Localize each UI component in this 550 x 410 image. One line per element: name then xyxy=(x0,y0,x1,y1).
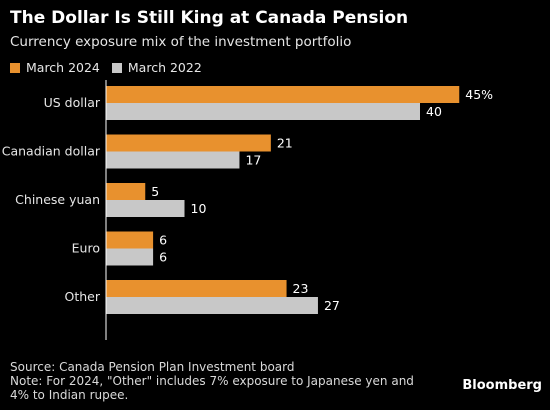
category-label-us-dollar: US dollar xyxy=(44,95,101,110)
footnote: Note: For 2024, "Other" includes 7% expo… xyxy=(10,374,414,402)
legend-swatch-march-2024 xyxy=(10,62,20,73)
value-label-march-2024-other: 23 xyxy=(293,281,309,296)
chart-title: The Dollar Is Still King at Canada Pensi… xyxy=(10,8,409,28)
value-label-march-2022-chinese-yuan: 10 xyxy=(191,201,207,216)
bar-march-2024-us-dollar xyxy=(106,86,460,103)
chart-subtitle: Currency exposure mix of the investment … xyxy=(10,34,352,50)
bar-march-2022-canadian-dollar xyxy=(106,151,240,169)
bar-march-2022-chinese-yuan xyxy=(106,200,185,217)
legend-label-march-2024: March 2024 xyxy=(26,60,100,75)
bar-march-2024-euro xyxy=(106,231,154,249)
bar-march-2022-us-dollar xyxy=(106,103,420,120)
source-note: Source: Canada Pension Plan Investment b… xyxy=(10,360,295,374)
value-label-march-2022-euro: 6 xyxy=(159,250,167,265)
bar-march-2024-chinese-yuan xyxy=(106,183,146,200)
category-label-canadian-dollar: Canadian dollar xyxy=(2,144,101,159)
value-label-march-2024-us-dollar: 45% xyxy=(465,87,493,102)
bar-march-2024-canadian-dollar xyxy=(106,134,271,152)
legend-item-march-2024: March 2024 xyxy=(10,60,100,75)
chart-notes: Source: Canada Pension Plan Investment b… xyxy=(10,360,430,402)
legend: March 2024 March 2022 xyxy=(10,60,214,75)
value-label-march-2022-other: 27 xyxy=(324,298,340,313)
category-label-euro: Euro xyxy=(72,241,100,256)
legend-item-march-2022: March 2022 xyxy=(111,60,202,75)
category-label-other: Other xyxy=(65,289,101,304)
value-label-march-2024-canadian-dollar: 21 xyxy=(277,136,293,151)
value-label-march-2022-us-dollar: 40 xyxy=(426,104,442,119)
bar-march-2022-other xyxy=(106,297,318,314)
bloomberg-logo: Bloomberg xyxy=(462,378,542,393)
value-label-march-2024-chinese-yuan: 5 xyxy=(151,184,159,199)
category-label-chinese-yuan: Chinese yuan xyxy=(15,192,100,207)
bar-march-2024-other xyxy=(106,280,287,297)
value-label-march-2024-euro: 6 xyxy=(159,233,167,248)
bar-march-2022-euro xyxy=(106,248,154,266)
value-label-march-2022-canadian-dollar: 17 xyxy=(245,153,261,168)
legend-swatch-march-2022 xyxy=(111,62,122,73)
legend-label-march-2022: March 2022 xyxy=(127,60,202,75)
